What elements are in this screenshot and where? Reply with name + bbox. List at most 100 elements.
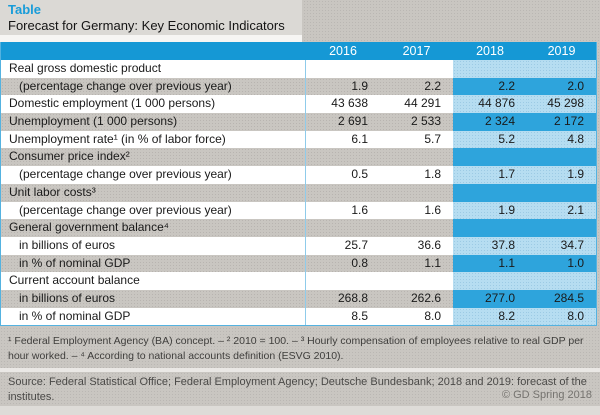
row-label: Real gross domestic product: [1, 60, 306, 78]
table-row: in % of nominal GDP 0.8 1.1 1.1 1.0: [1, 254, 596, 273]
cell-2018: [453, 219, 527, 237]
table-row: in billions of euros 25.7 36.6 37.8 34.7: [1, 236, 596, 255]
cell-2016: [306, 148, 380, 166]
table-row: in billions of euros 268.8 262.6 277.0 2…: [1, 289, 596, 308]
cell-2016: 2 691: [337, 114, 368, 129]
cell-2016: 0.5: [351, 167, 368, 182]
cell-2017: 2.2: [424, 78, 441, 93]
cell-2018: [453, 60, 527, 78]
cell-2018: 1.7: [453, 166, 527, 184]
cell-2016: [306, 184, 380, 202]
table-row: Current account balance: [1, 272, 596, 290]
row-label: General government balance⁴: [1, 219, 306, 237]
cell-2019: 2 172: [527, 113, 596, 131]
copyright-label: © GD Spring 2018: [501, 389, 592, 401]
bottom-margin: [0, 406, 600, 415]
cell-2019: 1.9: [527, 166, 596, 184]
row-label: Current account balance: [1, 272, 306, 290]
table-kicker: Table: [8, 2, 41, 17]
cell-2019: 4.8: [527, 130, 596, 149]
footnotes: ¹ Federal Employment Agency (BA) concept…: [8, 335, 584, 362]
cell-2016: 6.1: [351, 131, 368, 146]
cell-2016: [306, 272, 380, 290]
table-row: Consumer price index²: [1, 148, 596, 167]
cell-2017: [380, 60, 453, 78]
cell-2019: 284.5: [527, 289, 596, 308]
cell-2018: 1.9: [453, 201, 527, 220]
cell-2016: 1.9: [351, 78, 368, 93]
cell-2017: 1.1: [424, 255, 441, 270]
row-label: (percentage change over previous year): [1, 201, 306, 220]
cell-2016: [306, 219, 380, 237]
table-row: in % of nominal GDP 8.5 8.0 8.2 8.0: [1, 307, 596, 326]
column-header-2018: 2018: [476, 44, 504, 58]
table-row: Unemployment rate¹ (in % of labor force)…: [1, 130, 596, 149]
cell-2017: [380, 219, 453, 237]
forecast-table: 2016 2017 2018 2019 Real gross domestic …: [0, 42, 597, 327]
cell-2018: 8.2: [453, 307, 527, 326]
row-label: Unit labor costs³: [1, 183, 306, 202]
cell-2017: 2 533: [410, 114, 441, 129]
cell-2016: 25.7: [344, 237, 368, 252]
cell-2016: 43 638: [331, 96, 368, 111]
cell-2017: [380, 148, 453, 166]
source-text: Source: Federal Statistical Office; Fede…: [8, 376, 587, 403]
table-row: (percentage change over previous year) 0…: [1, 166, 596, 184]
row-label: in billions of euros: [1, 289, 306, 308]
table-row: Unemployment (1 000 persons) 2 691 2 533…: [1, 113, 596, 131]
cell-2019: [527, 148, 596, 167]
cell-2019: [527, 219, 596, 237]
cell-2018: 5.2: [453, 130, 527, 149]
cell-2017: [380, 184, 453, 202]
cell-2017: 8.0: [424, 308, 441, 323]
header-label-spacer: [1, 42, 306, 60]
cell-2017: 5.7: [424, 131, 441, 146]
cell-2018: [453, 183, 527, 202]
row-label: in billions of euros: [1, 236, 306, 255]
footnote-source-divider: [0, 368, 600, 372]
table-row: (percentage change over previous year) 1…: [1, 77, 596, 96]
title-separator: [0, 35, 302, 42]
cell-2018: 277.0: [453, 289, 527, 308]
page-title: Forecast for Germany: Key Economic Indic…: [8, 18, 285, 33]
column-header-2016: 2016: [329, 44, 357, 58]
table-row: Unit labor costs³: [1, 183, 596, 202]
cell-2018: 2 324: [453, 113, 527, 131]
column-header-2019: 2019: [547, 44, 576, 58]
title-box: [0, 0, 302, 35]
cell-2016: 0.8: [351, 255, 368, 270]
table-row: (percentage change over previous year) 1…: [1, 201, 596, 220]
cell-2019: 45 298: [527, 95, 596, 114]
table-header-row: 2016 2017 2018 2019: [1, 42, 596, 60]
cell-2019: 8.0: [527, 307, 596, 326]
row-label: Consumer price index²: [1, 148, 306, 167]
row-label: in % of nominal GDP: [1, 254, 306, 273]
cell-2018: [453, 272, 527, 290]
cell-2019: [527, 272, 596, 290]
cell-2018: 37.8: [453, 236, 527, 255]
cell-2019: 2.0: [527, 77, 596, 96]
row-label: Unemployment (1 000 persons): [1, 113, 306, 131]
cell-2019: 2.1: [527, 201, 596, 220]
table-body: Real gross domestic product (percentage …: [1, 60, 596, 326]
cell-2016: 268.8: [337, 290, 368, 305]
table-row: Domestic employment (1 000 persons) 43 6…: [1, 95, 596, 114]
row-label: Unemployment rate¹ (in % of labor force): [1, 130, 306, 149]
cell-2017: 262.6: [410, 290, 441, 305]
cell-2016: [306, 60, 380, 78]
cell-2018: 1.1: [453, 254, 527, 273]
cell-2017: [380, 272, 453, 290]
row-label: Domestic employment (1 000 persons): [1, 95, 306, 114]
cell-2016: 8.5: [351, 308, 368, 323]
row-label: in % of nominal GDP: [1, 307, 306, 326]
row-label: (percentage change over previous year): [1, 77, 306, 96]
cell-2019: 1.0: [527, 254, 596, 273]
cell-2016: 1.6: [351, 202, 368, 217]
cell-2018: [453, 148, 527, 167]
cell-2019: [527, 183, 596, 202]
cell-2017: 44 291: [404, 96, 441, 111]
source-block: Source: Federal Statistical Office; Fede…: [0, 372, 600, 406]
cell-2017: 1.8: [424, 167, 441, 182]
cell-2017: 36.6: [417, 237, 441, 252]
